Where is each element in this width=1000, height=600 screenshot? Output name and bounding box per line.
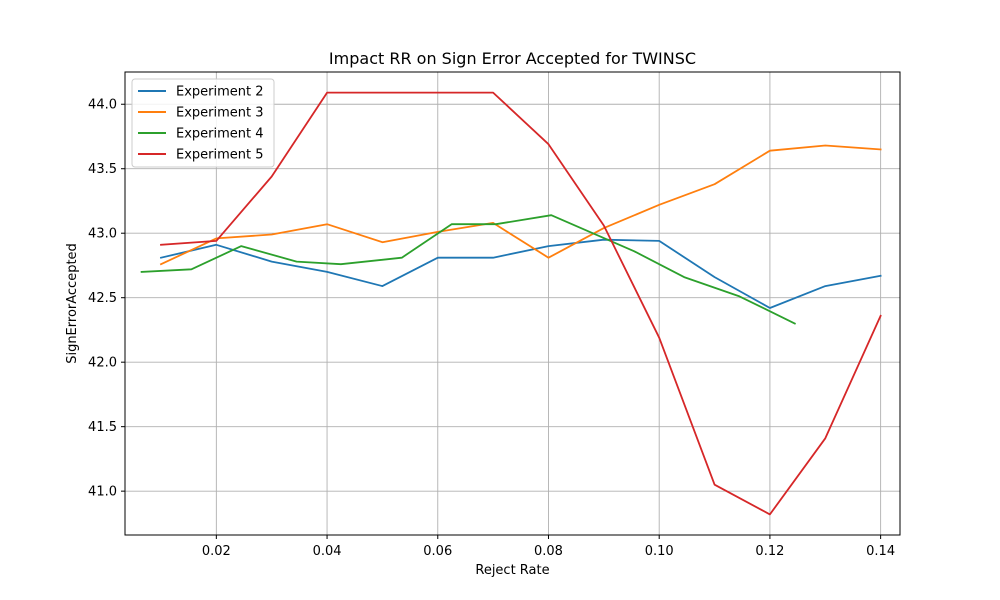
x-axis-label: Reject Rate [475, 563, 549, 578]
series-line-experiment-2 [159, 238, 882, 309]
grid [125, 72, 900, 535]
legend-label: Experiment 5 [176, 148, 264, 163]
legend-label: Experiment 3 [176, 106, 264, 121]
series-lines [140, 91, 882, 516]
series-line-experiment-5 [160, 91, 882, 516]
chart-title: Impact RR on Sign Error Accepted for TWI… [329, 49, 696, 68]
y-tick-label: 42.0 [88, 356, 117, 371]
x-tick-label: 0.08 [534, 544, 563, 559]
y-axis-label: SignErrorAccepted [65, 243, 80, 364]
x-tick-label: 0.10 [645, 544, 674, 559]
x-tick-label: 0.12 [755, 544, 784, 559]
legend: Experiment 2 Experiment 3 Experiment 4 Expe… [131, 78, 275, 168]
x-tick-label: 0.04 [313, 544, 342, 559]
y-tick-label: 44.0 [88, 98, 117, 113]
x-tick-label: 0.02 [202, 544, 231, 559]
series-line-experiment-4 [140, 214, 797, 325]
x-tick-label: 0.14 [866, 544, 895, 559]
plot-frame [124, 71, 901, 536]
y-tick-label: 41.5 [88, 420, 117, 435]
legend-box [131, 78, 275, 168]
legend-label: Experiment 2 [176, 85, 264, 100]
ticks: 0.02 0.04 0.06 0.08 0.10 0.12 0.14 41.0 41.5 42.0… [88, 98, 895, 559]
legend-label: Experiment 4 [176, 127, 264, 142]
y-tick-label: 41.0 [88, 485, 117, 500]
series-line-experiment-3 [159, 144, 882, 266]
y-tick-label: 43.0 [88, 227, 117, 242]
y-tick-label: 43.5 [88, 162, 117, 177]
x-tick-label: 0.06 [423, 544, 452, 559]
y-tick-label: 42.5 [88, 291, 117, 306]
